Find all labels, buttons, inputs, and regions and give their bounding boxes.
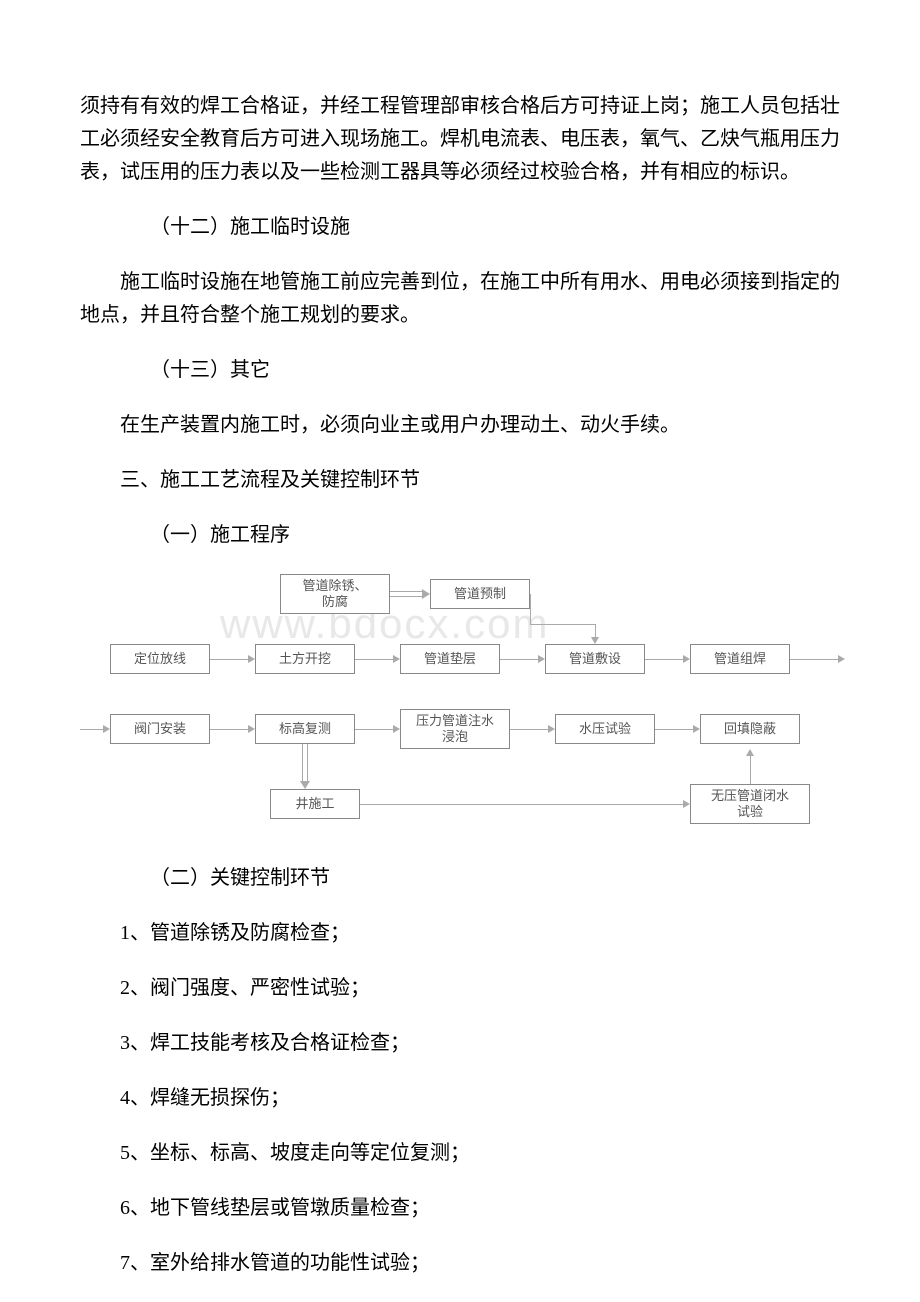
flow-arrow-double	[390, 591, 430, 597]
flow-arrow	[746, 749, 754, 784]
flow-arrow	[210, 725, 255, 733]
flow-node-n_closed: 无压管道闭水试验	[690, 784, 810, 824]
flow-node-n_prefab: 管道预制	[430, 579, 530, 609]
heading-3-1: （一）施工程序	[110, 519, 840, 552]
process-flowchart: 管道除锈、防腐 管道预制定位放线 土方开挖 管道垫层 管道敷设 管道组焊阀门安装 标高复测 压…	[80, 574, 860, 834]
flow-node-n_hydro: 水压试验	[555, 714, 655, 744]
key-item-7: 7、室外给排水管道的功能性试验；	[80, 1247, 840, 1280]
key-item-1: 1、管道除锈及防腐检查；	[80, 917, 840, 950]
flow-node-n_weld: 管道组焊	[690, 644, 790, 674]
flow-node-n_rust: 管道除锈、防腐	[280, 574, 390, 614]
flow-node-n_exc: 土方开挖	[255, 644, 355, 674]
flow-arrow	[591, 624, 599, 644]
flow-node-n_lay: 管道敷设	[545, 644, 645, 674]
flow-arrow	[210, 655, 255, 663]
key-item-3: 3、焊工技能考核及合格证检查；	[80, 1027, 840, 1060]
heading-13: （十三）其它	[110, 354, 840, 387]
flow-arrow	[80, 725, 110, 733]
key-item-5: 5、坐标、标高、坡度走向等定位复测；	[80, 1137, 840, 1170]
key-item-2: 2、阀门强度、严密性试验；	[80, 972, 840, 1005]
flow-arrow	[510, 725, 555, 733]
heading-12: （十二）施工临时设施	[110, 211, 840, 244]
flow-node-n_well: 井施工	[270, 789, 360, 819]
flow-node-n_bed: 管道垫层	[400, 644, 500, 674]
flow-arrow	[500, 655, 545, 663]
paragraph-13-body: 在生产装置内施工时，必须向业主或用户办理动土、动火手续。	[80, 409, 840, 442]
paragraph-intro: 须持有有效的焊工合格证，并经工程管理部审核合格后方可持证上岗；施工人员包括壮工必…	[80, 90, 840, 189]
flow-node-n_back: 回填隐蔽	[700, 714, 800, 744]
heading-3-2: （二）关键控制环节	[110, 862, 840, 895]
flow-arrow-double	[302, 744, 308, 789]
flow-arrow	[645, 655, 690, 663]
key-item-4: 4、焊缝无损探伤；	[80, 1082, 840, 1115]
flow-arrow	[790, 655, 845, 663]
flow-node-n_valve: 阀门安装	[110, 714, 210, 744]
key-item-6: 6、地下管线垫层或管墩质量检查；	[80, 1192, 840, 1225]
flow-arrow	[655, 725, 700, 733]
flow-node-n_pos: 定位放线	[110, 644, 210, 674]
paragraph-12-body: 施工临时设施在地管施工前应完善到位，在施工中所有用水、用电必须接到指定的地点，并…	[80, 266, 840, 332]
flow-arrow	[360, 800, 690, 808]
heading-section-3: 三、施工工艺流程及关键控制环节	[80, 464, 840, 497]
flow-arrow	[355, 725, 400, 733]
flow-node-n_soak: 压力管道注水浸泡	[400, 709, 510, 749]
flow-arrow	[355, 655, 400, 663]
flow-node-n_elev: 标高复测	[255, 714, 355, 744]
